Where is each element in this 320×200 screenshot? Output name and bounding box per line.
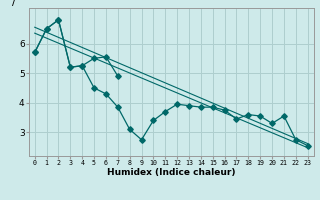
Text: /: / <box>12 0 15 7</box>
X-axis label: Humidex (Indice chaleur): Humidex (Indice chaleur) <box>107 168 236 177</box>
